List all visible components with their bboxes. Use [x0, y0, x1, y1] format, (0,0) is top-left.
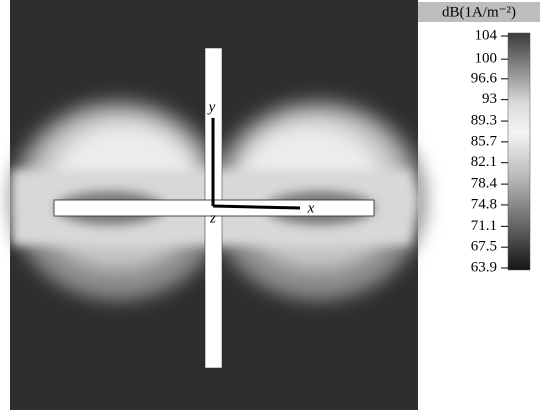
colorbar-tick-label: 100	[475, 51, 498, 67]
colorbar-tick-label: 89.3	[471, 112, 497, 128]
colorbar-tick-label: 63.9	[471, 259, 497, 275]
colorbar-tick-label: 93	[482, 91, 497, 107]
x-axis-label: x	[307, 200, 315, 216]
colorbar-tick-label: 71.1	[471, 218, 497, 234]
colorbar-tick-label: 78.4	[471, 176, 498, 192]
colorbar-tick-label: 85.7	[471, 133, 498, 149]
colorbar-header	[418, 2, 540, 22]
colorbar-title: dB(1A/m⁻²)	[442, 4, 516, 20]
colorbar-tick-label: 104	[475, 27, 498, 43]
colorbar	[507, 32, 531, 271]
colorbar-tick-label: 82.1	[471, 154, 497, 170]
x-axis-arrow	[212, 204, 301, 210]
z-axis-label: z	[209, 210, 216, 226]
colorbar-tick-label: 96.6	[471, 70, 498, 86]
colorbar-tick-label: 67.5	[471, 239, 497, 255]
colorbar-tick-label: 74.8	[471, 196, 497, 212]
y-axis-label: y	[207, 99, 216, 115]
